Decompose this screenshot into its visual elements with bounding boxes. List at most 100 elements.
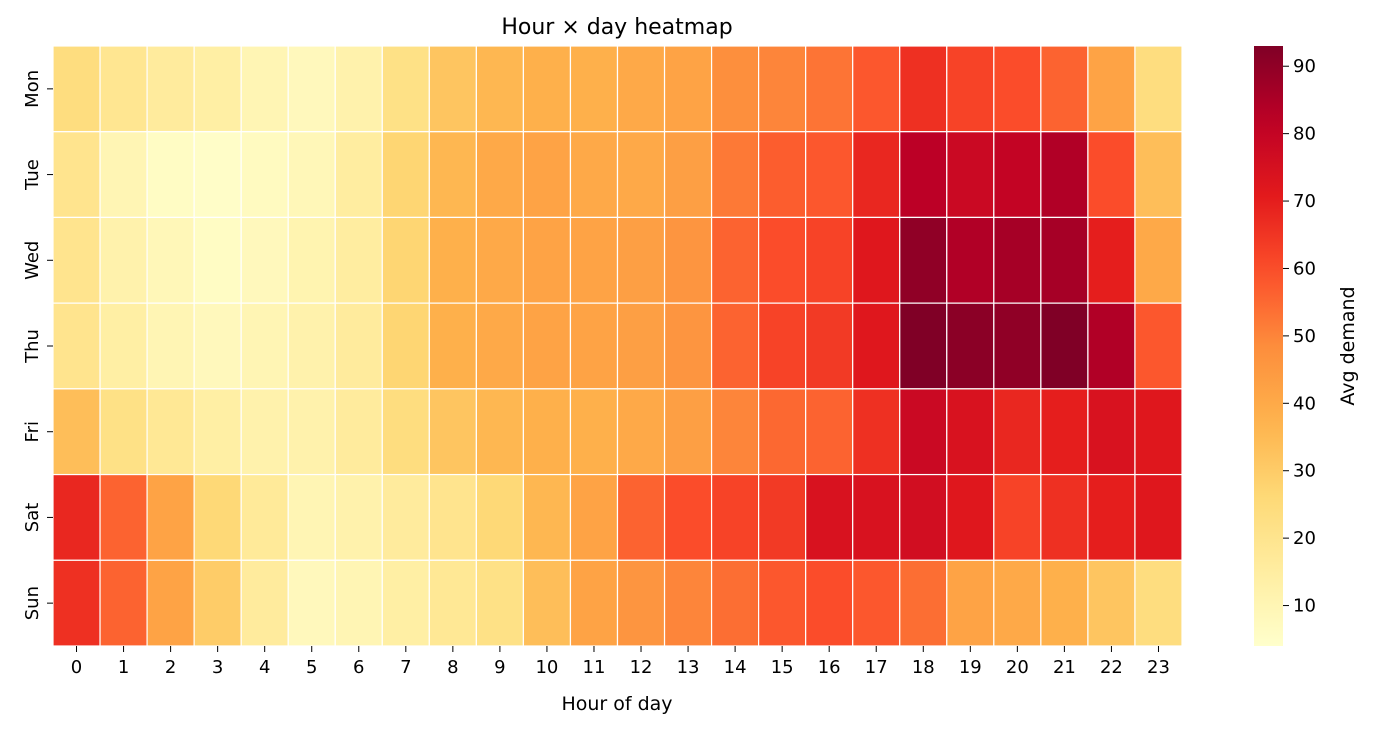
heatmap-cell <box>99 216 148 304</box>
heatmap-cell <box>852 131 901 219</box>
heatmap-cell <box>334 45 383 133</box>
heatmap-cell <box>287 473 336 561</box>
heatmap-cell <box>710 131 760 219</box>
heatmap-cell <box>334 388 383 476</box>
heatmap-cell <box>522 45 572 133</box>
heatmap-cell <box>52 131 101 219</box>
heatmap-cell <box>805 302 854 390</box>
heatmap-cell <box>1040 559 1089 647</box>
heatmap-cell <box>52 216 101 304</box>
colorbar-label: Avg demand <box>1337 286 1359 405</box>
heatmap-cell <box>287 216 336 304</box>
heatmap-cell <box>522 131 572 219</box>
heatmap-cell <box>522 559 572 647</box>
heatmap-cell <box>146 473 195 561</box>
heatmap-cell <box>475 131 525 219</box>
heatmap-cell <box>758 302 807 390</box>
x-tick-label: 20 <box>1006 657 1029 678</box>
heatmap-cell <box>99 302 148 390</box>
heatmap-cell <box>569 473 619 561</box>
heatmap-cell <box>240 131 289 219</box>
x-tick-label: 1 <box>118 657 129 678</box>
heatmap-cell <box>475 216 525 304</box>
heatmap-cell <box>758 388 807 476</box>
heatmap-cell <box>663 473 713 561</box>
heatmap-cell <box>1134 302 1183 390</box>
heatmap-cell <box>899 302 948 390</box>
heatmap-cell <box>946 473 995 561</box>
heatmap-cell <box>1134 45 1183 133</box>
heatmap-cell <box>99 131 148 219</box>
x-tick-label: 18 <box>912 657 935 678</box>
heatmap-cell <box>193 131 242 219</box>
colorbar-tick-label: 30 <box>1293 461 1316 482</box>
heatmap-cell <box>1134 216 1183 304</box>
heatmap-cell <box>805 473 854 561</box>
x-tick-label: 14 <box>724 657 747 678</box>
heatmap-cell <box>193 559 242 647</box>
heatmap-cell <box>946 559 995 647</box>
heatmap-cell <box>1040 131 1089 219</box>
heatmap-cells <box>52 45 1183 647</box>
heatmap-cell <box>899 473 948 561</box>
x-tick-label: 15 <box>771 657 794 678</box>
heatmap-cell <box>569 45 619 133</box>
colorbar-gradient <box>1254 46 1283 646</box>
heatmap-cell <box>334 473 383 561</box>
y-axis-ticks: Mon Tue Wed Thu Fri Sat Sun <box>22 70 53 620</box>
heatmap-cell <box>475 302 525 390</box>
heatmap-cell <box>758 216 807 304</box>
heatmap-cell <box>663 216 713 304</box>
heatmap-cell <box>193 216 242 304</box>
heatmap-cell <box>287 388 336 476</box>
heatmap-cell <box>1040 473 1089 561</box>
heatmap-cell <box>52 45 101 133</box>
heatmap-cell <box>193 302 242 390</box>
y-tick-label: Mon <box>22 70 43 108</box>
heatmap-cell <box>522 473 572 561</box>
heatmap-cell <box>428 216 477 304</box>
colorbar-tick-label: 40 <box>1293 393 1316 414</box>
heatmap-cell <box>1040 216 1089 304</box>
heatmap-cell <box>381 45 430 133</box>
x-tick-label: 8 <box>447 657 458 678</box>
heatmap-cell <box>946 131 995 219</box>
y-tick-label: Wed <box>22 241 43 280</box>
x-tick-label: 21 <box>1053 657 1076 678</box>
heatmap-cell <box>616 45 666 133</box>
colorbar-tick-label: 60 <box>1293 258 1316 279</box>
heatmap-cell <box>381 559 430 647</box>
heatmap-cell <box>193 388 242 476</box>
heatmap-cell <box>758 473 807 561</box>
heatmap-cell <box>240 559 289 647</box>
heatmap-cell <box>146 559 195 647</box>
x-axis-label: Hour of day <box>561 693 672 715</box>
heatmap-cell <box>193 45 242 133</box>
heatmap-cell <box>569 388 619 476</box>
heatmap-cell <box>805 559 854 647</box>
x-tick-label: 19 <box>959 657 982 678</box>
heatmap-cell <box>334 216 383 304</box>
heatmap-cell <box>240 216 289 304</box>
heatmap-cell <box>287 131 336 219</box>
heatmap-cell <box>428 473 477 561</box>
heatmap-cell <box>946 216 995 304</box>
colorbar-tick-label: 50 <box>1293 326 1316 347</box>
heatmap-cell <box>852 45 901 133</box>
heatmap-cell <box>334 302 383 390</box>
y-tick-label: Fri <box>22 421 43 442</box>
heatmap-cell <box>287 45 336 133</box>
heatmap-cell <box>569 302 619 390</box>
heatmap-cell <box>616 388 666 476</box>
x-tick-label: 9 <box>494 657 505 678</box>
heatmap-cell <box>381 131 430 219</box>
heatmap-cell <box>146 45 195 133</box>
heatmap-cell <box>710 473 760 561</box>
colorbar-ticks: 10 20 30 40 50 60 70 80 90 <box>1283 56 1316 617</box>
heatmap-cell <box>334 559 383 647</box>
heatmap-cell <box>428 131 477 219</box>
heatmap-cell <box>993 131 1042 219</box>
y-tick-label: Thu <box>22 329 43 364</box>
heatmap-cell <box>805 131 854 219</box>
x-tick-label: 6 <box>353 657 364 678</box>
